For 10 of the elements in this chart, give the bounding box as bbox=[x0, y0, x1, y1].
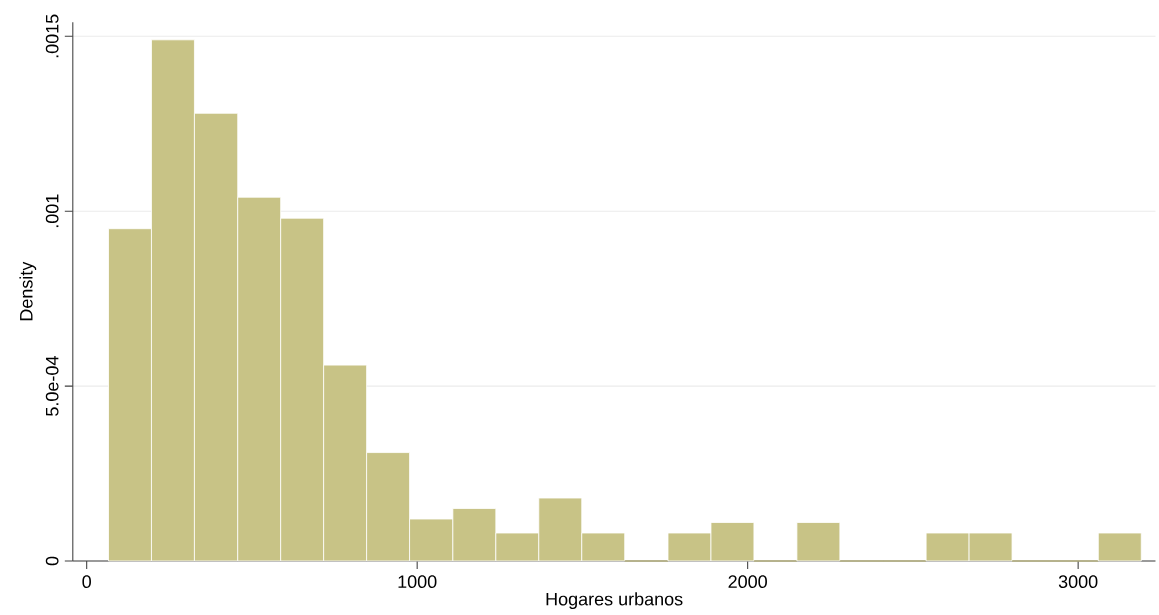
y-axis-title: Density bbox=[19, 261, 37, 321]
x-tick-label: 3000 bbox=[1058, 575, 1098, 588]
x-tick-label: 0 bbox=[82, 575, 91, 588]
x-axis-title: Hogares urbanos bbox=[546, 592, 683, 610]
y-tick-label: 5.0e-04 bbox=[45, 356, 59, 416]
y-tick-label: 0 bbox=[45, 556, 59, 566]
x-tick-label: 2000 bbox=[728, 575, 767, 588]
x-tick-label: 1000 bbox=[398, 575, 437, 588]
y-tick-label: .001 bbox=[45, 194, 59, 228]
y-tick-label: .0015 bbox=[45, 14, 59, 58]
